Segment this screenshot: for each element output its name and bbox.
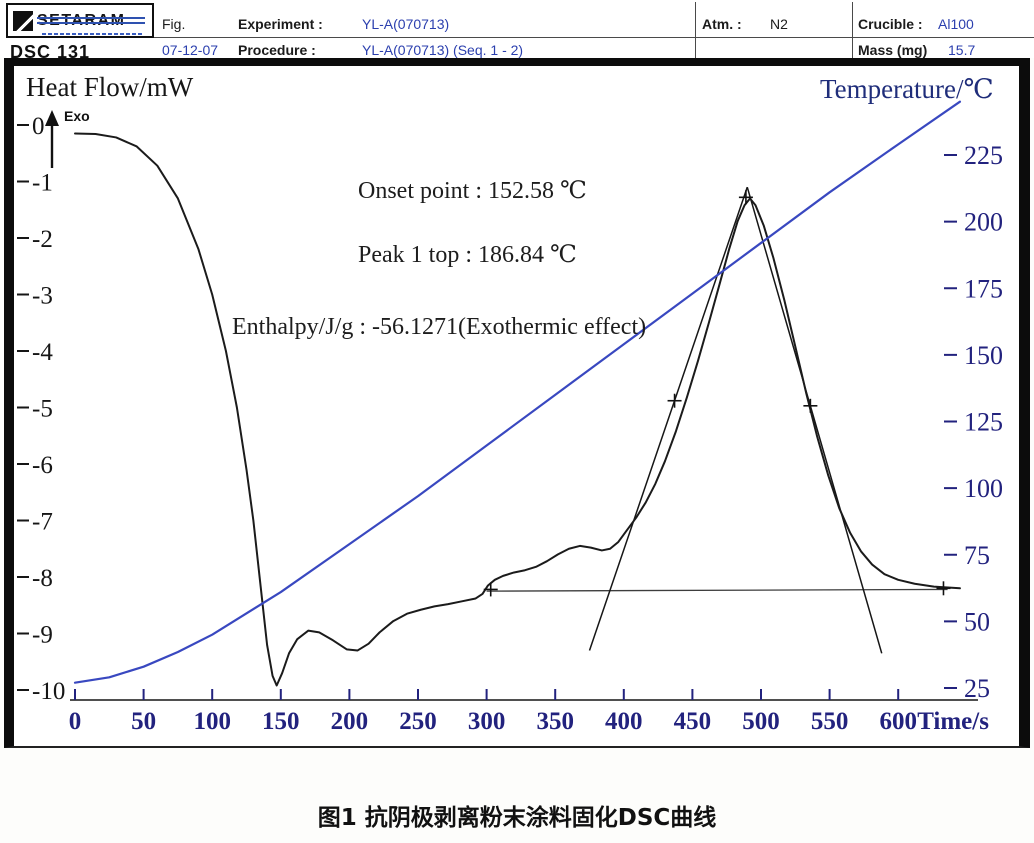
- fig-label: Fig.: [162, 16, 186, 32]
- annotation-peak-top: Peak 1 top : 186.84 ℃: [358, 242, 577, 268]
- annotation-enthalpy: Enthalpy/J/g : -56.1271(Exothermic effec…: [232, 314, 647, 340]
- crucible-value: Al100: [938, 16, 974, 32]
- logo-tagline-line: [42, 33, 142, 35]
- header-divider: [852, 2, 853, 58]
- crucible-label: Crucible :: [858, 16, 923, 32]
- mass-value: 15.7: [948, 42, 976, 58]
- header-divider: [695, 2, 696, 58]
- logo-stripe-icon: [37, 21, 145, 24]
- y-right-axis-title: Temperature/℃: [820, 74, 994, 104]
- figure-caption: 图1 抗阴极剥离粉末涂料固化DSC曲线: [317, 805, 717, 831]
- setaram-logo-text: SETARAM: [37, 11, 126, 29]
- atmosphere-value: N2: [770, 16, 788, 32]
- chart-frame: [4, 58, 1030, 748]
- procedure-value: YL-A(070713) (Seq. 1 - 2): [362, 42, 524, 58]
- setaram-logo-icon: [13, 10, 33, 31]
- setaram-logo: SETARAM: [6, 3, 154, 38]
- annotation-onset-point: Onset point : 152.58 ℃: [358, 178, 587, 204]
- date-value: 07-12-07: [162, 42, 219, 58]
- atmosphere-label: Atm. :: [702, 16, 742, 32]
- instrument-model-label: DSC 131: [10, 42, 91, 58]
- experiment-label: Experiment :: [238, 16, 323, 32]
- header-divider: [154, 37, 1034, 38]
- y-left-axis-title: Heat Flow/mW: [26, 72, 194, 102]
- report-header: SETARAM DSC 131 Fig. Experiment : YL-A(0…: [0, 0, 1034, 58]
- setaram-logo-wrap: SETARAM: [37, 11, 147, 31]
- logo-stripe-icon: [37, 16, 145, 19]
- experiment-value: YL-A(070713): [362, 16, 450, 32]
- procedure-label: Procedure :: [238, 42, 316, 58]
- mass-label: Mass (mg): [858, 42, 928, 58]
- exo-direction-label: Exo: [64, 108, 90, 124]
